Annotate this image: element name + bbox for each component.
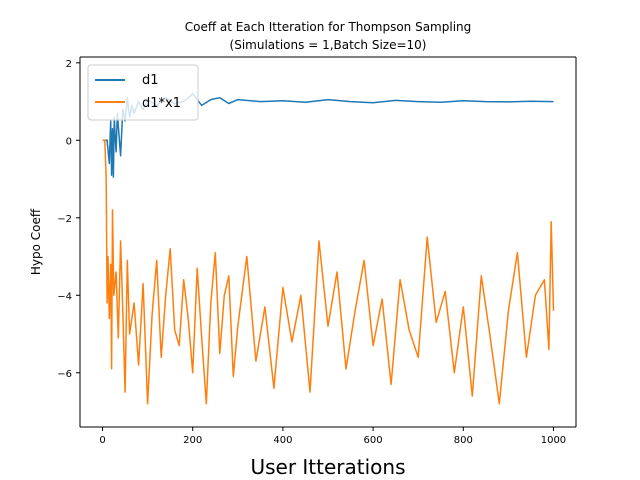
legend: d1 d1*x1: [87, 64, 199, 121]
y-tick-label: −4: [57, 291, 72, 302]
x-tick-label: 1000: [541, 435, 566, 446]
chart-subtitle: (Simulations = 1,Batch Size=10): [230, 38, 427, 52]
y-axis-label: Hypo Coeff: [29, 208, 43, 275]
y-axis-ticks: 2 0 −2 −4 −6: [57, 59, 80, 380]
chart-title: Coeff at Each Itteration for Thompson Sa…: [185, 20, 472, 34]
series-line-d1x1: [102, 139, 555, 405]
x-tick-label: 600: [364, 435, 383, 446]
x-tick-label: 400: [273, 435, 292, 446]
y-tick-label: −6: [57, 369, 72, 380]
legend-label-d1x1: d1*x1: [142, 96, 181, 111]
x-axis-label: User Itterations: [250, 455, 405, 479]
x-tick-label: 800: [454, 435, 473, 446]
legend-label-d1: d1: [142, 73, 159, 88]
x-tick-label: 0: [99, 435, 105, 446]
y-tick-label: 2: [66, 59, 72, 70]
x-tick-label: 200: [183, 435, 202, 446]
y-tick-label: 0: [66, 136, 72, 147]
legend-box: [87, 64, 199, 121]
y-tick-label: −2: [57, 214, 72, 225]
x-axis-ticks: 0 200 400 600 800 1000: [99, 427, 566, 446]
